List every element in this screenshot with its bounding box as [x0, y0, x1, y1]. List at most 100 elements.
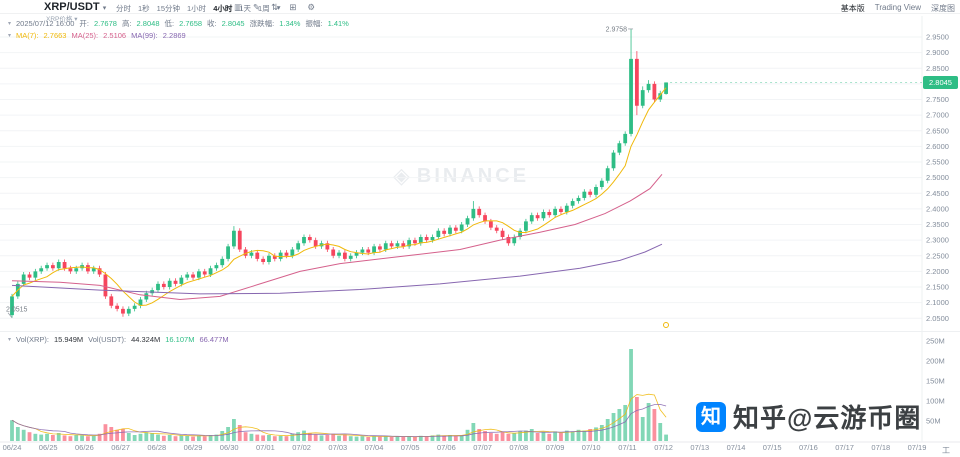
svg-text:07/15: 07/15 — [763, 443, 782, 452]
svg-text:07/10: 07/10 — [582, 443, 601, 452]
collapse-caret-icon[interactable]: ▾ — [8, 337, 12, 343]
svg-text:06/26: 06/26 — [75, 443, 94, 452]
collapse-caret-icon[interactable]: ▾ — [8, 33, 12, 39]
svg-text:06/25: 06/25 — [39, 443, 58, 452]
close-value: 2.8045 — [221, 19, 245, 28]
close-label: 收: — [207, 19, 217, 28]
symbol-subtitle[interactable]: XRP价格 ▾ — [46, 13, 77, 23]
timeframe-分时[interactable]: 分时 — [116, 4, 131, 13]
view-tab-Trading View[interactable]: Trading View — [874, 3, 921, 12]
symbol-subtitle-label: XRP价格 — [46, 16, 73, 23]
svg-text:07/17: 07/17 — [835, 443, 854, 452]
svg-text:07/03: 07/03 — [328, 443, 347, 452]
svg-text:06/27: 06/27 — [111, 443, 130, 452]
change-label: 涨跌幅: — [249, 19, 275, 28]
svg-text:200M: 200M — [926, 357, 945, 366]
ma25-label: MA(25): — [71, 31, 99, 40]
svg-text:2.4000: 2.4000 — [926, 204, 949, 213]
svg-text:07/02: 07/02 — [292, 443, 311, 452]
vol-quote-label: Vol(USDT): — [88, 335, 127, 344]
vol-extra1-value: 16.107M — [165, 335, 195, 344]
svg-text:50M: 50M — [926, 417, 941, 426]
timeframe-1小时[interactable]: 1小时 — [187, 4, 207, 13]
svg-text:07/11: 07/11 — [618, 443, 636, 452]
collapse-caret-icon[interactable]: ▾ — [8, 21, 12, 27]
svg-text:07/05: 07/05 — [401, 443, 420, 452]
ma-indicator-row: ▾ MA(7): 2.7663 MA(25): 2.5106 MA(99): 2… — [8, 31, 186, 40]
zhihu-watermark-text: 知乎@云游币圈 — [733, 403, 922, 433]
cursor-dot — [663, 322, 669, 328]
svg-text:250M: 250M — [926, 337, 945, 346]
timeframe-1周[interactable]: 1周 — [258, 4, 270, 13]
timeframe-1秒[interactable]: 1秒 — [138, 4, 150, 13]
vol-quote-value: 44.324M — [131, 335, 161, 344]
symbol-title[interactable]: XRP/USDT ▾ — [44, 1, 106, 13]
volume-bars — [10, 349, 668, 441]
svg-text:2.3500: 2.3500 — [926, 220, 949, 229]
svg-text:07/13: 07/13 — [690, 443, 709, 452]
svg-text:2.9000: 2.9000 — [926, 48, 949, 57]
svg-text:06/24: 06/24 — [3, 443, 22, 452]
time-axis[interactable]: 06/24 06/25 06/26 06/27 06/28 06/29 06/30 07/01… — [3, 443, 927, 452]
view-tab-深度图[interactable]: 深度图 — [931, 4, 955, 13]
draw-tools-icon[interactable]: ✎ — [253, 2, 261, 12]
svg-text:2.3000: 2.3000 — [926, 236, 949, 245]
svg-text:2.6500: 2.6500 — [926, 126, 949, 135]
zhihu-watermark: 知 知乎@云游币圈 — [696, 398, 921, 435]
toolbar-icons: ▥ ✎ ⇅ ⊞ ⚙ — [234, 2, 315, 13]
ma7-label: MA(7): — [16, 31, 39, 40]
chart-style-icon[interactable]: ▥ — [234, 2, 243, 12]
binance-watermark: ◈ BINANCE — [393, 163, 529, 189]
svg-text:2.1000: 2.1000 — [926, 298, 949, 307]
time-axis-settings-icon[interactable]: 工 — [942, 446, 950, 455]
binance-watermark-text: BINANCE — [416, 164, 530, 187]
low-value: 2.7658 — [179, 19, 203, 28]
svg-text:150M: 150M — [926, 377, 945, 386]
more-timeframes-caret-icon[interactable]: ▾ — [276, 3, 281, 12]
timeframe-tabs: 分时 1秒 15分钟 1小时 4小时 1天 1周 ▾ — [116, 3, 280, 14]
pane-separators — [0, 16, 960, 443]
svg-text:2.5500: 2.5500 — [926, 158, 949, 167]
low-label: 低: — [164, 19, 175, 28]
last-price-badge: 2.8045 — [923, 76, 958, 89]
timeframe-4小时[interactable]: 4小时 — [213, 4, 233, 13]
svg-text:2.8500: 2.8500 — [926, 64, 949, 73]
volume-ma-lines — [11, 393, 667, 438]
svg-text:07/09: 07/09 — [546, 443, 565, 452]
compare-icon[interactable]: ⇅ — [271, 2, 279, 12]
toolbar — [0, 0, 960, 14]
view-tab-基本版[interactable]: 基本版 — [840, 4, 865, 13]
svg-text:07/07: 07/07 — [473, 443, 492, 452]
timeframe-15分钟[interactable]: 15分钟 — [156, 4, 181, 13]
svg-text:07/18: 07/18 — [871, 443, 890, 452]
svg-text:2.2000: 2.2000 — [926, 267, 949, 276]
svg-text:2.1500: 2.1500 — [926, 283, 949, 292]
volume-axis[interactable]: 250M 200M 150M 100M 50M — [926, 337, 945, 426]
ma-lines — [11, 87, 667, 307]
svg-text:06/30: 06/30 — [220, 443, 239, 452]
open-value: 2.7678 — [94, 19, 117, 28]
svg-text:07/12: 07/12 — [654, 443, 673, 452]
amplitude-value: 1.41% — [327, 19, 349, 28]
svg-text:2.9758: 2.9758 — [606, 26, 628, 33]
candles — [10, 28, 668, 318]
svg-text:07/01: 07/01 — [256, 443, 275, 452]
settings-icon[interactable]: ⚙ — [307, 2, 316, 12]
symbol-caret-icon: ▾ — [102, 5, 107, 12]
timeframe-1天[interactable]: 1天 — [239, 4, 252, 13]
binance-diamond-logo-icon: ◈ — [393, 163, 410, 188]
amplitude-label: 振幅: — [305, 19, 323, 28]
svg-text:07/06: 07/06 — [437, 443, 456, 452]
svg-text:2.0515: 2.0515 — [6, 306, 28, 313]
svg-text:2.7500: 2.7500 — [926, 95, 949, 104]
svg-text:07/14: 07/14 — [727, 443, 746, 452]
open-label: 开: — [79, 19, 89, 28]
svg-text:06/29: 06/29 — [184, 443, 203, 452]
grid-lines — [0, 36, 922, 319]
svg-text:100M: 100M — [926, 397, 945, 406]
vol-extra2-value: 66.477M — [199, 335, 229, 344]
layout-icon[interactable]: ⊞ — [289, 2, 297, 12]
svg-text:2.5000: 2.5000 — [926, 173, 949, 182]
